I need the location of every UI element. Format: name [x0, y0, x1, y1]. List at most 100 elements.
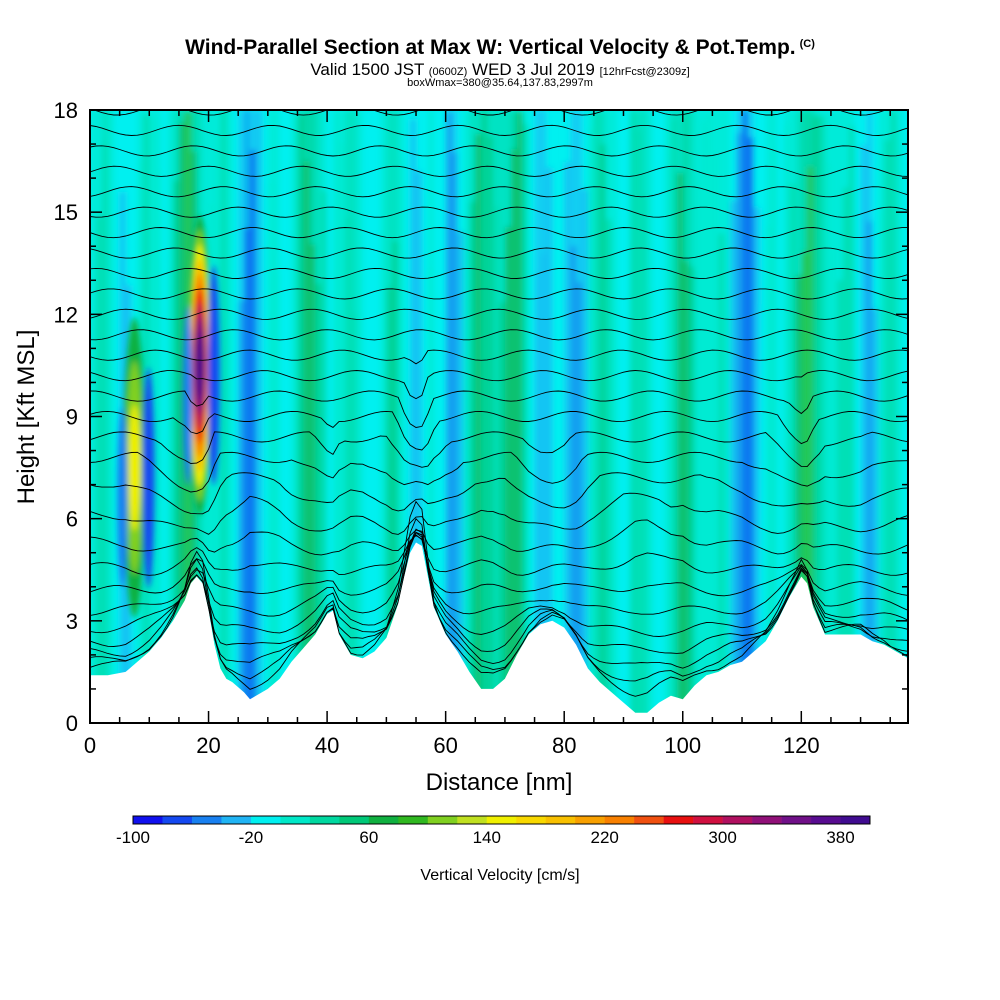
y-tick-label: 9: [66, 405, 78, 430]
velocity-band: [587, 110, 595, 128]
velocity-band: [309, 244, 316, 723]
colorbar-swatch: [191, 816, 222, 824]
velocity-band: [475, 133, 482, 723]
velocity-band: [451, 152, 459, 723]
velocity-band: [504, 110, 512, 227]
velocity-band: [789, 184, 796, 723]
colorbar-swatch: [545, 816, 576, 824]
velocity-band: [605, 219, 613, 723]
velocity-band: [653, 110, 660, 240]
velocity-band: [617, 213, 624, 723]
velocity-band: [439, 110, 447, 123]
velocity-band: [155, 110, 162, 171]
velocity-band: [629, 110, 636, 723]
velocity-band: [356, 110, 364, 215]
colorbar-label: Vertical Velocity [cm/s]: [420, 867, 579, 884]
y-tick-label: 3: [66, 609, 78, 634]
velocity-band: [232, 110, 239, 205]
velocity-band: [113, 110, 121, 129]
x-tick-label: 20: [196, 733, 220, 758]
velocity-band: [208, 110, 215, 204]
velocity-band: [285, 110, 293, 169]
velocity-band: [872, 308, 879, 723]
velocity-band: [825, 110, 832, 164]
terrain-profile: [90, 542, 908, 723]
velocity-band: [736, 132, 743, 723]
velocity-band: [783, 124, 790, 723]
velocity-band: [813, 110, 820, 117]
velocity-band: [647, 289, 654, 723]
velocity-band: [659, 110, 666, 158]
velocity-band: [795, 275, 802, 723]
velocity-band: [244, 110, 251, 229]
colorbar-swatch: [162, 816, 193, 824]
velocity-band: [172, 110, 180, 181]
velocity-band: [510, 110, 518, 150]
velocity-band: [481, 110, 488, 723]
isentrope-line: [90, 410, 908, 451]
velocity-band: [457, 110, 464, 232]
x-axis: 0 20 40 60 80 100 120: [84, 110, 891, 758]
isentrope-line: [90, 528, 908, 669]
velocity-band: [178, 122, 186, 723]
velocity-band: [570, 246, 577, 723]
velocity-band: [309, 110, 316, 245]
isentrope-line: [90, 165, 908, 177]
velocity-band: [635, 130, 642, 723]
velocity-band: [457, 231, 464, 723]
velocity-band: [167, 270, 174, 723]
velocity-band: [374, 110, 381, 130]
velocity-band: [759, 304, 767, 723]
updraft-core-band: [128, 404, 141, 531]
velocity-band: [161, 110, 168, 258]
colorbar-swatch: [693, 816, 723, 824]
velocity-band: [605, 110, 613, 220]
velocity-band: [641, 110, 648, 195]
velocity-band: [807, 110, 814, 167]
velocity-band: [576, 281, 583, 723]
velocity-band: [771, 147, 779, 723]
velocity-band: [896, 130, 903, 723]
copyright-mark: (C): [799, 38, 815, 50]
velocity-band: [315, 110, 322, 284]
velocity-band: [647, 110, 654, 290]
isentrope-line: [90, 85, 908, 95]
velocity-band: [528, 110, 536, 183]
velocity-band: [664, 113, 672, 723]
velocity-band: [581, 189, 589, 723]
velocity-band: [878, 110, 885, 212]
velocity-band: [327, 110, 334, 128]
velocity-band: [528, 182, 536, 723]
velocity-band: [688, 266, 696, 723]
velocity-band: [255, 111, 263, 723]
velocity-band: [433, 178, 441, 723]
colorbar-tick-label: 300: [708, 828, 736, 847]
chart-title: Wind-Parallel Section at Max W: Vertical…: [0, 36, 1000, 60]
colorbar-tick-label: 140: [473, 828, 501, 847]
velocity-band: [753, 207, 761, 723]
velocity-band: [546, 110, 553, 168]
colorbar-swatch: [663, 816, 694, 824]
velocity-band: [534, 110, 541, 274]
isentrope-line: [90, 308, 908, 320]
velocity-band: [534, 273, 541, 723]
velocity-band: [587, 127, 595, 723]
velocity-band: [712, 153, 719, 723]
isentrope-lines: [90, 85, 908, 697]
colorbar-swatch: [368, 816, 399, 824]
isentrope-line: [90, 531, 908, 637]
velocity-band: [765, 110, 773, 226]
colorbar-tick-label: -100: [116, 828, 150, 847]
velocity-band: [350, 110, 358, 313]
velocity-band: [724, 295, 731, 723]
velocity-band: [884, 110, 891, 140]
velocity-band: [125, 110, 132, 286]
y-tick-label: 18: [54, 98, 78, 123]
velocity-band: [801, 110, 808, 253]
valid-time: Valid 1500 JST: [310, 60, 425, 79]
isentrope-line: [90, 519, 908, 556]
velocity-band: [777, 111, 785, 723]
velocity-band: [706, 112, 713, 723]
chart-subtitle: Valid 1500 JST (0600Z) WED 3 Jul 2019 [1…: [0, 60, 1000, 80]
x-axis-label: Distance [nm]: [426, 769, 573, 796]
